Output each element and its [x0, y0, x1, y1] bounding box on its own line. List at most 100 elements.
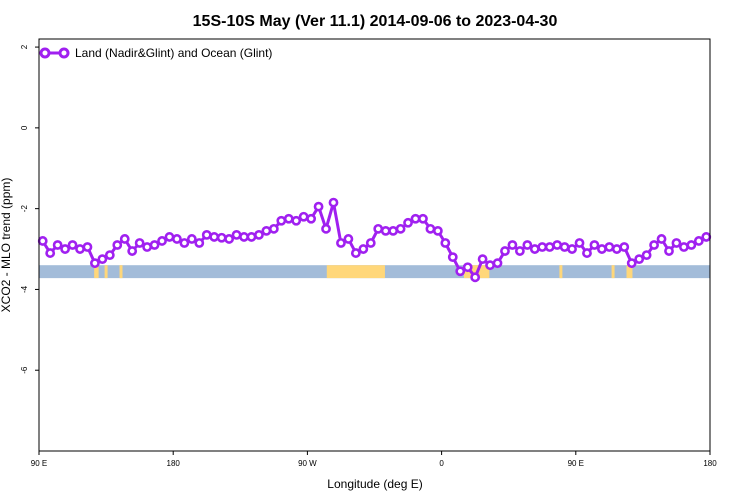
data-point — [604, 242, 615, 252]
data-point — [686, 240, 697, 250]
data-point — [679, 242, 689, 252]
data-point — [172, 234, 182, 244]
data-point — [119, 234, 130, 244]
data-point — [574, 238, 585, 248]
data-point — [268, 223, 279, 234]
data-point — [350, 248, 361, 258]
data-point — [425, 223, 436, 234]
data-point — [701, 232, 712, 242]
data-point — [209, 232, 220, 242]
data-point — [477, 254, 488, 265]
data-point — [418, 213, 428, 224]
data-point — [656, 234, 667, 244]
data-point — [596, 244, 607, 254]
data-point — [395, 223, 406, 234]
data-point — [462, 262, 473, 273]
data-point — [276, 215, 287, 226]
x-tick-label: 0 — [439, 459, 444, 468]
data-point — [485, 260, 495, 271]
data-point — [321, 223, 331, 234]
y-axis-label: XCO2 - MLO trend (ppm) — [0, 178, 13, 313]
land-segment — [119, 265, 123, 279]
land-segment — [94, 265, 99, 279]
data-point — [544, 242, 555, 252]
data-point — [664, 246, 674, 256]
data-point — [82, 242, 93, 252]
data-point — [194, 238, 205, 248]
data-point — [410, 213, 421, 224]
data-point — [75, 244, 85, 254]
data-point — [67, 240, 78, 250]
data-point — [619, 242, 630, 252]
data-point — [45, 248, 56, 258]
data-point — [507, 240, 518, 250]
data-point — [388, 225, 399, 236]
x-tick-label: 90 E — [568, 459, 584, 468]
y-tick-label: -6 — [20, 366, 29, 374]
land-segment — [626, 265, 633, 279]
data-point — [380, 225, 391, 236]
data-point — [611, 244, 622, 254]
data-point — [149, 240, 160, 250]
surface-band — [39, 265, 710, 279]
data-point — [336, 238, 346, 248]
data-point — [589, 240, 600, 250]
data-point — [440, 238, 451, 248]
data-point — [231, 230, 242, 240]
legend-marker-left — [39, 47, 51, 59]
data-point — [358, 244, 369, 254]
land-segment — [611, 265, 615, 279]
land-segment — [326, 265, 385, 279]
data-point — [104, 250, 115, 260]
data-point — [522, 240, 533, 250]
data-point — [298, 211, 309, 222]
legend: Land (Nadir&Glint) and Ocean (Glint) — [39, 46, 272, 60]
land-segment — [104, 265, 108, 279]
data-point — [365, 238, 376, 248]
data-point — [216, 232, 227, 243]
data-point — [97, 254, 108, 265]
data-point — [693, 236, 704, 246]
data-point — [142, 242, 153, 252]
plot-frame — [38, 38, 711, 452]
data-point — [134, 238, 145, 248]
data-point — [582, 248, 592, 258]
x-tick-label: 90 E — [31, 459, 47, 468]
data-point — [291, 215, 302, 226]
land-segment — [559, 265, 563, 279]
data-point — [626, 258, 637, 269]
data-point — [112, 240, 123, 250]
data-point — [470, 272, 481, 283]
data-point — [127, 246, 138, 256]
data-point — [649, 240, 659, 250]
data-point — [157, 236, 167, 246]
data-point — [283, 213, 294, 224]
data-point — [373, 223, 384, 234]
data-point — [306, 213, 317, 224]
y-axis: 2 0 -2 -4 -6 — [20, 44, 39, 374]
data-point — [671, 238, 682, 248]
y-tick-label: 2 — [20, 44, 29, 49]
data-point — [403, 217, 413, 228]
data-point — [201, 230, 212, 240]
data-point — [60, 244, 70, 254]
y-tick-label: -4 — [20, 285, 29, 293]
data-point — [313, 201, 324, 212]
data-point — [537, 242, 548, 252]
data-point — [432, 225, 443, 236]
data-point — [529, 244, 540, 254]
x-tick-label: 180 — [167, 459, 181, 468]
data-point — [641, 250, 652, 260]
data-point — [634, 254, 645, 265]
y-tick-label: -2 — [20, 205, 29, 213]
data-point — [514, 246, 525, 256]
x-tick-label: 180 — [703, 459, 717, 468]
data-point — [567, 244, 577, 254]
y-tick-label: 0 — [20, 125, 29, 130]
data-point — [492, 258, 503, 269]
data-point — [239, 232, 249, 242]
data-point — [164, 232, 175, 242]
data-point — [254, 230, 264, 240]
data-point — [224, 234, 235, 244]
